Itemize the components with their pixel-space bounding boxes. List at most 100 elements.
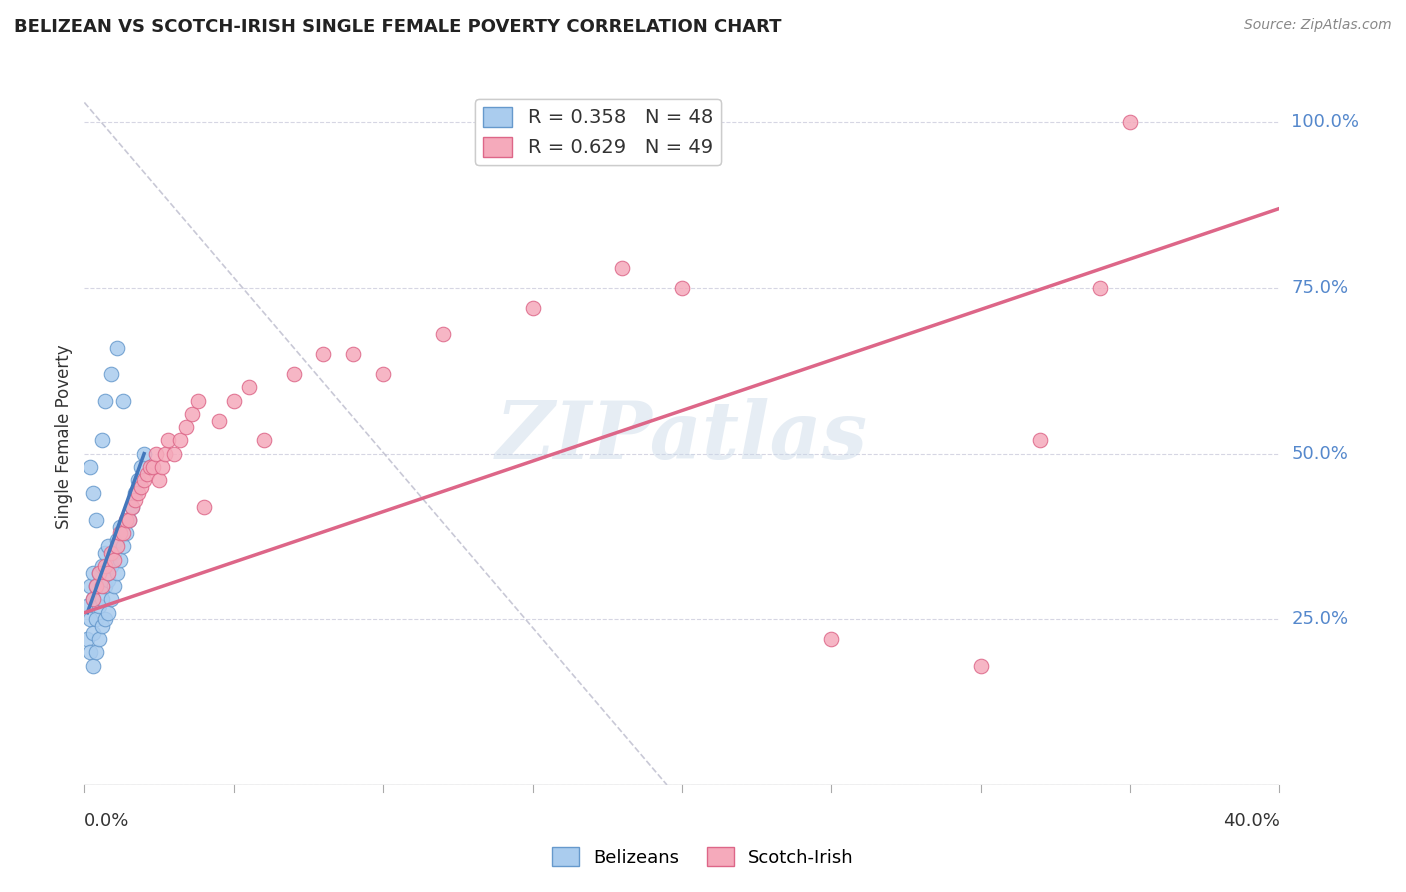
Point — [142, 459, 165, 474]
Point — [89, 632, 111, 647]
Point — [312, 347, 335, 361]
Point — [112, 540, 135, 554]
Point — [129, 459, 152, 474]
Point — [110, 519, 132, 533]
Point — [100, 559, 122, 574]
Legend: Belizeans, Scotch-Irish: Belizeans, Scotch-Irish — [546, 840, 860, 874]
Point — [148, 473, 170, 487]
Point — [110, 526, 132, 541]
Point — [100, 367, 122, 381]
Point — [174, 420, 197, 434]
Point — [129, 480, 152, 494]
Point — [115, 513, 138, 527]
Text: 40.0%: 40.0% — [1223, 812, 1279, 830]
Point — [1088, 281, 1111, 295]
Point — [94, 579, 117, 593]
Point — [105, 566, 128, 580]
Text: 50.0%: 50.0% — [1291, 444, 1348, 463]
Point — [193, 500, 215, 514]
Point — [103, 546, 125, 560]
Point — [89, 599, 111, 613]
Text: 100.0%: 100.0% — [1291, 113, 1360, 131]
Point — [94, 546, 117, 560]
Text: Source: ZipAtlas.com: Source: ZipAtlas.com — [1244, 18, 1392, 32]
Point — [127, 486, 149, 500]
Point — [163, 447, 186, 461]
Point — [105, 540, 128, 554]
Point — [342, 347, 364, 361]
Point — [79, 579, 101, 593]
Point — [86, 579, 108, 593]
Point — [82, 658, 104, 673]
Legend: R = 0.358   N = 48, R = 0.629   N = 49: R = 0.358 N = 48, R = 0.629 N = 49 — [475, 99, 721, 165]
Point — [82, 592, 104, 607]
Point — [1119, 115, 1142, 129]
Point — [103, 552, 125, 566]
Point — [169, 434, 191, 448]
Point — [124, 493, 146, 508]
Point — [139, 459, 162, 474]
Text: BELIZEAN VS SCOTCH-IRISH SINGLE FEMALE POVERTY CORRELATION CHART: BELIZEAN VS SCOTCH-IRISH SINGLE FEMALE P… — [14, 18, 782, 36]
Point — [94, 559, 117, 574]
Point — [522, 301, 544, 315]
Point — [145, 447, 167, 461]
Point — [127, 473, 149, 487]
Point — [132, 447, 156, 461]
Point — [91, 434, 114, 448]
Point — [180, 407, 202, 421]
Point — [153, 447, 176, 461]
Text: 25.0%: 25.0% — [1291, 610, 1348, 628]
Point — [86, 513, 108, 527]
Point — [136, 467, 159, 481]
Point — [82, 625, 104, 640]
Point — [82, 592, 104, 607]
Point — [132, 473, 156, 487]
Point — [970, 658, 993, 673]
Point — [208, 413, 231, 427]
Point — [103, 579, 125, 593]
Point — [671, 281, 693, 295]
Point — [82, 566, 104, 580]
Point — [121, 500, 143, 514]
Point — [94, 393, 117, 408]
Point — [97, 540, 120, 554]
Text: 0.0%: 0.0% — [84, 812, 129, 830]
Point — [432, 327, 454, 342]
Point — [79, 459, 101, 474]
Point — [820, 632, 842, 647]
Point — [115, 526, 138, 541]
Point — [94, 612, 117, 626]
Y-axis label: Single Female Poverty: Single Female Poverty — [55, 345, 73, 529]
Point — [76, 599, 98, 613]
Point — [100, 592, 122, 607]
Point — [371, 367, 394, 381]
Point — [97, 573, 120, 587]
Point — [91, 559, 114, 574]
Point — [91, 592, 114, 607]
Point — [112, 526, 135, 541]
Point — [1029, 434, 1052, 448]
Point — [105, 341, 128, 355]
Point — [105, 533, 128, 547]
Point — [86, 579, 108, 593]
Point — [121, 500, 143, 514]
Point — [82, 486, 104, 500]
Point — [100, 546, 122, 560]
Point — [124, 486, 146, 500]
Point — [86, 645, 108, 659]
Point — [238, 380, 260, 394]
Point — [157, 434, 180, 448]
Point — [97, 566, 120, 580]
Point — [150, 459, 173, 474]
Point — [610, 261, 633, 276]
Point — [89, 566, 111, 580]
Point — [91, 579, 114, 593]
Text: ZIPatlas: ZIPatlas — [496, 399, 868, 475]
Point — [89, 566, 111, 580]
Point — [91, 619, 114, 633]
Point — [86, 612, 108, 626]
Point — [110, 552, 132, 566]
Point — [79, 612, 101, 626]
Point — [112, 393, 135, 408]
Text: 75.0%: 75.0% — [1291, 279, 1348, 297]
